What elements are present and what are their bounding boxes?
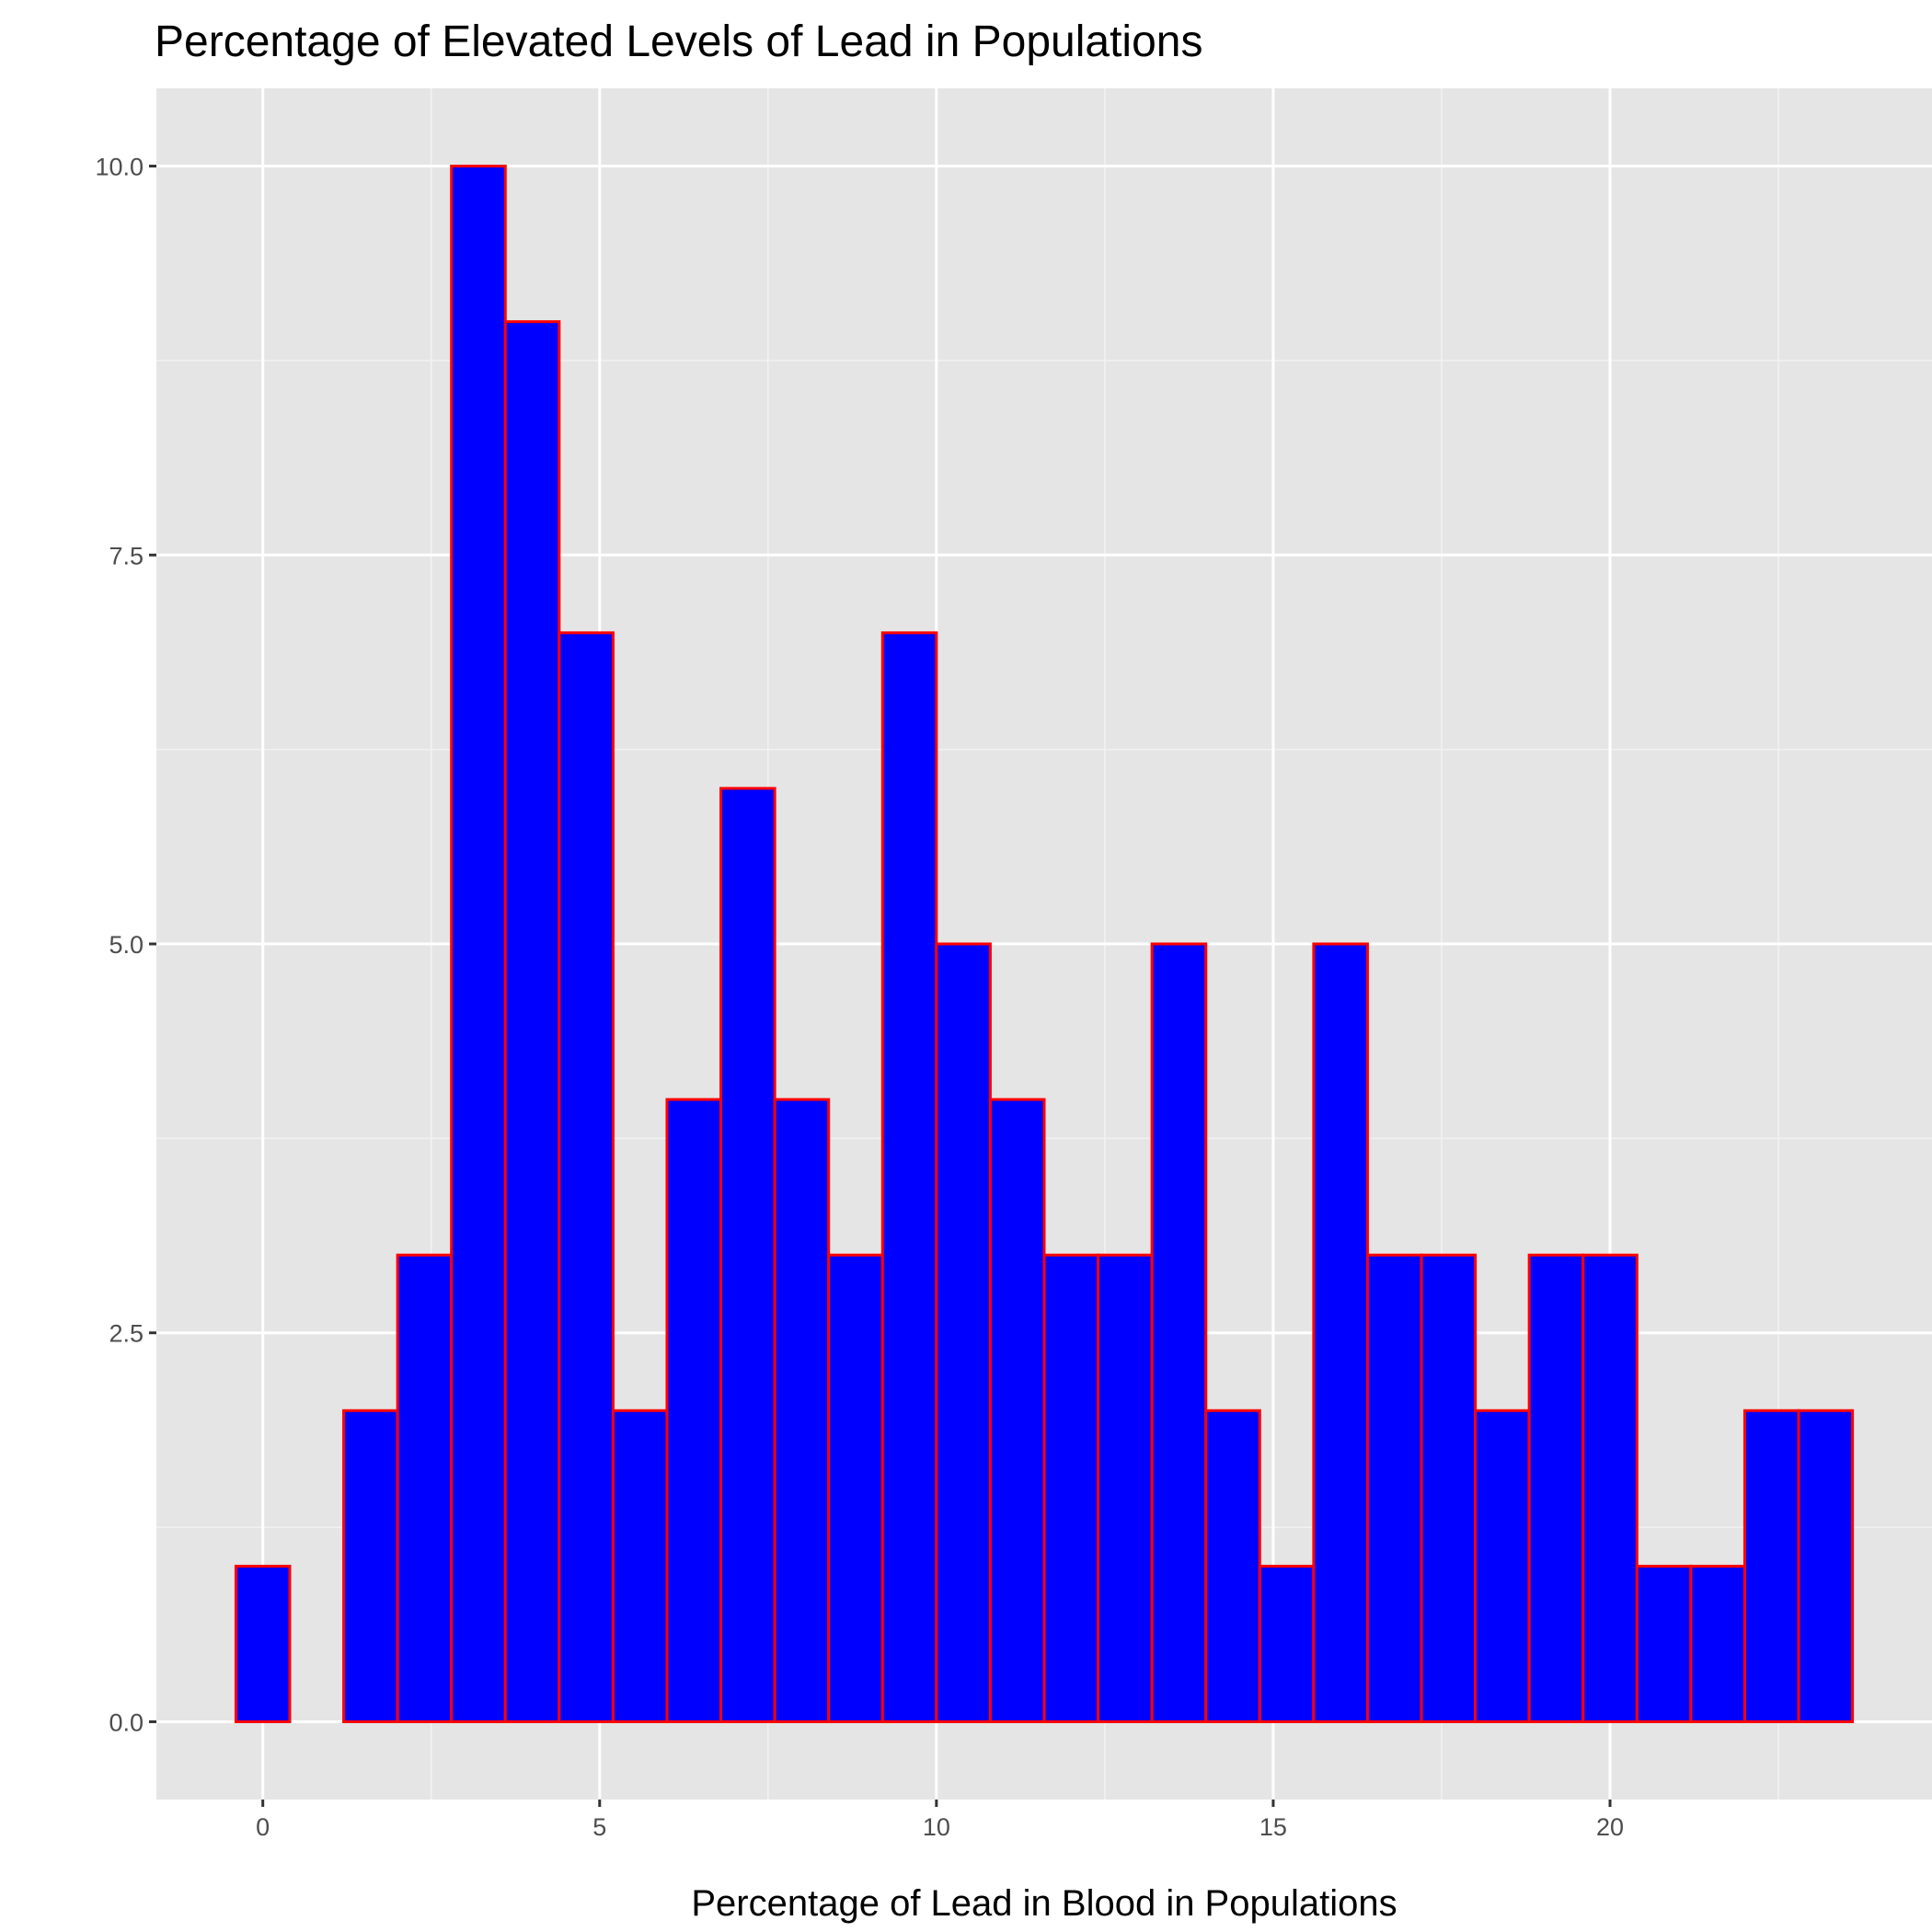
- histogram-bar: [342, 1409, 399, 1723]
- histogram-bar: [1635, 1564, 1693, 1723]
- histogram-bar: [1042, 1253, 1100, 1723]
- histogram-bar: [1258, 1564, 1316, 1723]
- histogram-bar: [558, 631, 615, 1723]
- y-tick-label: 5.0: [109, 931, 144, 959]
- histogram-bar: [827, 1253, 884, 1723]
- histogram-bar: [1742, 1409, 1800, 1723]
- x-axis: 0 5 10 15 20: [256, 1800, 1624, 1841]
- histogram-bar: [1365, 1253, 1423, 1723]
- histogram-bar: [665, 1098, 723, 1723]
- y-tick-label: 7.5: [109, 542, 144, 569]
- histogram-bars: [234, 165, 1855, 1723]
- histogram-bar: [1420, 1253, 1478, 1723]
- x-tick-label: 15: [1259, 1813, 1287, 1841]
- chart-title: Percentage of Elevated Levels of Lead in…: [155, 17, 1202, 66]
- histogram-bar: [503, 320, 561, 1723]
- histogram-bar: [611, 1409, 669, 1723]
- histogram-bar: [1150, 942, 1208, 1723]
- histogram-bar: [1097, 1253, 1154, 1723]
- histogram-bar: [1581, 1253, 1639, 1723]
- histogram-bar: [1797, 1409, 1855, 1723]
- y-tick-label: 2.5: [109, 1320, 144, 1348]
- histogram-bar: [1204, 1409, 1261, 1723]
- x-tick-label: 10: [923, 1813, 950, 1841]
- y-tick-label: 0.0: [109, 1708, 144, 1736]
- x-tick-label: 5: [592, 1813, 606, 1841]
- histogram-bar: [988, 1098, 1046, 1723]
- histogram-bar: [935, 942, 992, 1723]
- histogram-bar: [1527, 1253, 1585, 1723]
- histogram-bar: [880, 631, 938, 1723]
- histogram-bar: [773, 1098, 831, 1723]
- x-axis-label: Percentage of Lead in Blood in Populatio…: [691, 1883, 1397, 1924]
- x-tick-label: 20: [1596, 1813, 1624, 1841]
- histogram-bar: [1312, 942, 1369, 1723]
- histogram-bar: [1689, 1564, 1746, 1723]
- y-tick-label: 10.0: [95, 154, 144, 181]
- x-tick-label: 0: [256, 1813, 270, 1841]
- histogram-bar: [234, 1564, 292, 1723]
- histogram-bar: [450, 165, 507, 1723]
- histogram-bar: [719, 787, 776, 1723]
- y-axis: 0.0 2.5 5.0 7.5 10.0: [95, 154, 156, 1736]
- histogram-bar: [1474, 1409, 1531, 1723]
- histogram-bar: [396, 1253, 454, 1723]
